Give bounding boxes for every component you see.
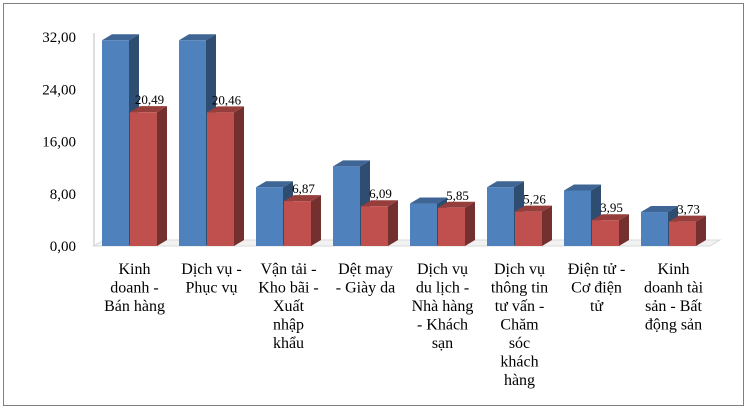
bar (515, 211, 542, 246)
data-label: 5,85 (446, 188, 469, 203)
bar (410, 203, 437, 246)
bar (130, 112, 157, 247)
bar (179, 40, 206, 246)
bar-top (438, 201, 475, 208)
bar-top (284, 195, 321, 202)
y-tick-label: 24,00 (42, 82, 76, 98)
data-label: 20,46 (212, 92, 242, 107)
category-label: Kho bãi - (258, 280, 318, 297)
data-label: 6,09 (369, 186, 392, 201)
bar-side (234, 106, 244, 246)
bar-top (130, 106, 167, 113)
category-label: Cơ điện (571, 280, 622, 297)
y-tick-label: 32,00 (42, 30, 76, 46)
bar-side (388, 200, 398, 246)
category-label: Chăm (500, 317, 539, 334)
bar (207, 112, 234, 246)
category-label: Nhà hàng (412, 298, 474, 315)
bar-top (179, 34, 216, 41)
bar-side (619, 214, 629, 246)
category-label: khách (500, 354, 538, 371)
y-tick-label: 0,00 (50, 239, 76, 255)
axis-layer: 0,00 8,00 16,00 24,00 32,00 (42, 30, 722, 255)
data-label: 3,73 (677, 202, 700, 217)
category-label: Phục vụ (186, 280, 238, 297)
bar-top (361, 200, 398, 207)
category-label: Bán hàng (104, 298, 165, 315)
bar (669, 221, 696, 246)
category-label: Kinh (119, 261, 151, 278)
bar-side (542, 205, 552, 246)
data-label: 3,95 (600, 200, 623, 215)
category-label: Xuất (273, 298, 305, 315)
category-label: Kinh (658, 261, 690, 278)
bar (592, 220, 619, 246)
category-label: doanh tài (644, 280, 704, 297)
category-label: nhập (273, 317, 304, 334)
label-layer: 20,49 20,46 6,87 6,09 5,85 5,26 3,95 3,73 Kinh do… (104, 92, 704, 389)
data-label: 5,26 (523, 192, 546, 207)
category-label: doanh - (110, 280, 158, 297)
bar (256, 187, 283, 246)
bar-top (641, 206, 678, 213)
bar-top (102, 34, 139, 41)
bar (487, 187, 514, 246)
bar-side (311, 195, 321, 246)
category-label: Dịch vụ (494, 261, 545, 278)
category-label: Điện tử - (568, 261, 626, 278)
y-tick-label: 8,00 (50, 187, 76, 203)
category-label: sạn (432, 335, 453, 352)
data-label: 6,87 (292, 181, 315, 196)
category-label: sản - Bất (645, 298, 702, 315)
bar-top (207, 106, 244, 113)
category-label: động sản (645, 317, 702, 334)
bar-top (487, 181, 524, 188)
y-tick-label: 16,00 (42, 135, 76, 151)
bar (333, 166, 360, 246)
bar-side (465, 201, 475, 246)
bar-top (256, 181, 293, 188)
bar (284, 201, 311, 246)
chart-frame: 0,00 8,00 16,00 24,00 32,00 20,49 20,46 6,87 6,… (3, 3, 744, 406)
bar-chart: 0,00 8,00 16,00 24,00 32,00 20,49 20,46 6,87 6,… (42, 30, 722, 389)
bar-top (410, 197, 447, 204)
data-label: 20,49 (135, 92, 164, 107)
bar-side (696, 215, 706, 246)
category-label: Dịch vụ - (181, 261, 241, 278)
category-label: khẩu (273, 335, 304, 352)
category-label: Dịch vụ (417, 261, 468, 278)
category-label: du lịch - (416, 280, 469, 297)
bar (361, 206, 388, 246)
category-label: - Khách (417, 317, 468, 334)
category-label: sóc (509, 335, 530, 352)
category-label: thông tin (491, 280, 548, 297)
category-label: tử (590, 298, 604, 315)
category-label: hàng (504, 372, 535, 389)
category-label: Dệt may (338, 261, 393, 278)
category-label: - Giày da (336, 280, 396, 297)
bar-side (157, 106, 167, 247)
bar-top (564, 184, 601, 191)
bar (102, 40, 129, 246)
bar (564, 190, 591, 246)
bar (438, 207, 465, 246)
category-label: tư vấn - (495, 298, 545, 315)
bar-layer (102, 34, 706, 247)
category-label: Vận tải - (261, 261, 317, 278)
bar-top (333, 160, 370, 167)
bar-top (669, 215, 706, 222)
bar-top (515, 205, 552, 212)
bar (641, 212, 668, 246)
bar-top (592, 214, 629, 221)
